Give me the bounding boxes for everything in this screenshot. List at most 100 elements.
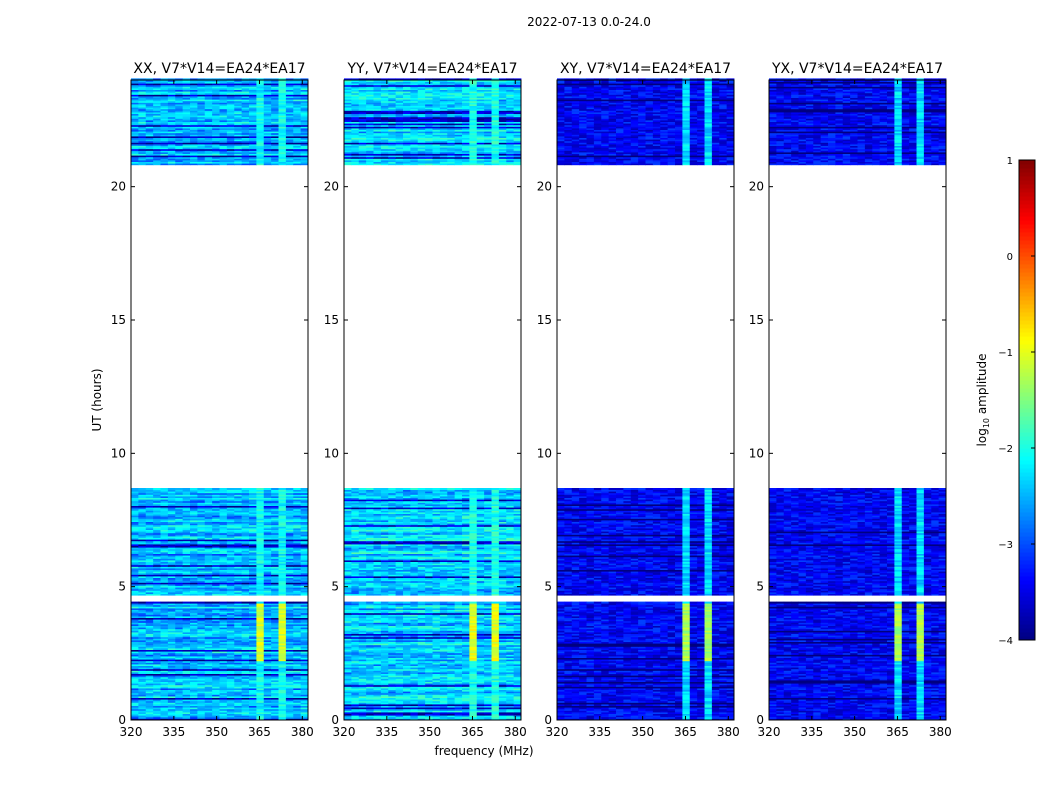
cell: [138, 704, 147, 706]
cell: [241, 633, 250, 636]
cell: [219, 564, 228, 567]
cell: [293, 526, 302, 529]
cell: [160, 552, 169, 554]
cell: [175, 569, 184, 572]
cell: [204, 115, 213, 118]
cell: [145, 614, 154, 617]
cell: [138, 590, 147, 593]
cell: [212, 161, 220, 164]
cell: [153, 611, 161, 614]
cell: [131, 521, 139, 524]
cell: [182, 116, 191, 119]
cell: [285, 584, 294, 586]
cell: [256, 686, 265, 689]
cell: [204, 718, 213, 721]
cell: [145, 563, 154, 566]
cell: [285, 494, 294, 497]
cell: [190, 488, 198, 490]
cell: [226, 670, 235, 673]
cell: [197, 700, 206, 703]
cell: [285, 609, 294, 612]
cell: [167, 587, 176, 590]
cell: [153, 534, 161, 537]
cell: [219, 161, 228, 164]
cell: [226, 656, 235, 658]
cell: [219, 652, 228, 655]
cell: [138, 148, 147, 151]
cell: [271, 523, 279, 526]
cell: [219, 144, 228, 146]
cell: [241, 516, 250, 519]
cell: [145, 542, 154, 545]
cell: [182, 705, 191, 708]
cell: [182, 539, 191, 542]
cell: [153, 681, 161, 684]
cell: [182, 124, 191, 127]
cell: [145, 155, 154, 158]
cell: [160, 681, 169, 684]
cell: [197, 683, 206, 686]
cell: [263, 124, 272, 127]
cell: [241, 569, 250, 572]
cell: [131, 113, 139, 116]
cell: [256, 617, 265, 620]
cell: [138, 654, 147, 657]
cell: [138, 715, 147, 718]
cell: [175, 710, 184, 713]
cell: [197, 512, 206, 514]
cell: [153, 630, 161, 633]
cell: [145, 504, 154, 506]
cell: [160, 643, 169, 646]
cell: [219, 649, 228, 652]
cell: [145, 572, 154, 575]
cell: [226, 547, 235, 550]
cell: [263, 558, 272, 561]
cell: [212, 582, 220, 585]
cell: [160, 716, 169, 719]
cell: [249, 491, 257, 494]
cell: [234, 513, 243, 516]
cell: [182, 132, 191, 135]
cell: [271, 568, 279, 570]
cell: [293, 534, 302, 537]
cell: [131, 497, 139, 500]
cell: [234, 521, 243, 524]
cell: [190, 542, 198, 545]
cell: [190, 563, 198, 566]
cell: [241, 524, 250, 527]
cell: [293, 636, 302, 639]
cell: [167, 108, 176, 111]
cell: [153, 504, 161, 506]
cell: [175, 140, 184, 143]
cell: [131, 673, 139, 676]
cell: [138, 648, 147, 650]
cell: [300, 548, 309, 551]
cell: [241, 627, 250, 630]
cell: [131, 601, 139, 604]
cell: [241, 156, 250, 159]
cell: [212, 568, 220, 570]
cell: [219, 545, 228, 548]
cell: [300, 518, 309, 521]
cell: [182, 707, 191, 710]
cell: [271, 489, 279, 492]
cell: [293, 664, 302, 666]
cell: [182, 614, 191, 617]
cell: [278, 515, 287, 518]
cell: [293, 115, 302, 118]
cell: [300, 675, 309, 678]
cell: [138, 705, 147, 708]
cell: [219, 139, 228, 142]
cell: [182, 664, 191, 666]
cell: [285, 572, 294, 575]
cell: [271, 148, 279, 151]
cell: [226, 587, 235, 590]
cell: [300, 588, 309, 591]
cell: [226, 556, 235, 559]
cell: [190, 616, 198, 618]
cell: [226, 545, 235, 548]
cell: [293, 582, 302, 585]
cell: [241, 120, 250, 122]
cell: [226, 107, 235, 110]
cell: [271, 160, 279, 162]
